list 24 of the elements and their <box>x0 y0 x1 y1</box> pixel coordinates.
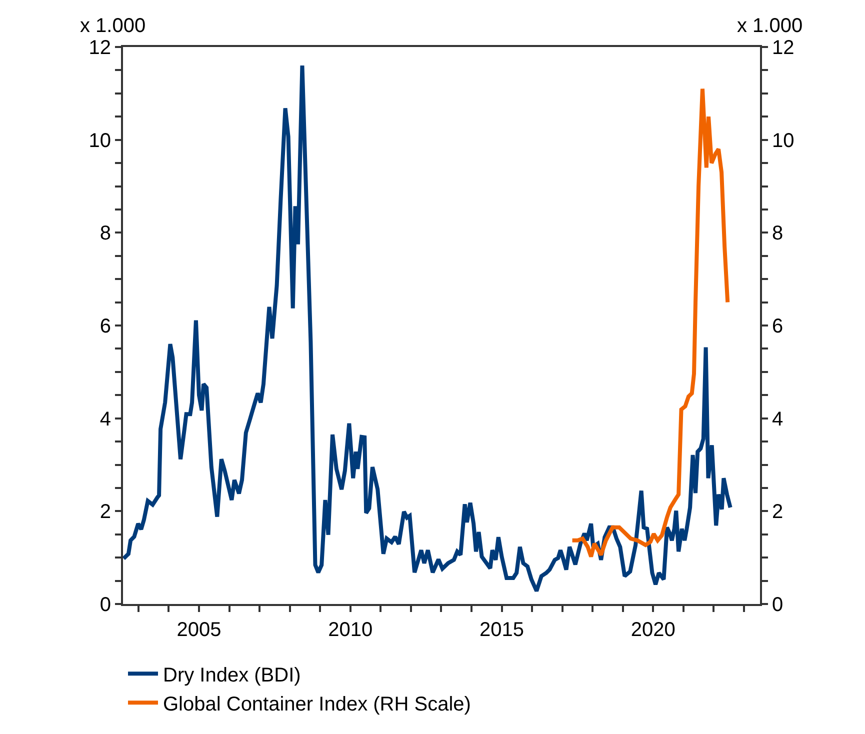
x-tick-label: 2020 <box>630 619 676 641</box>
text: x 1.000 <box>737 15 803 37</box>
y2-tick-label: 12 <box>772 37 794 59</box>
line-series <box>570 86 730 559</box>
y-tick-label: 10 <box>88 130 111 152</box>
legend-label: Global Container Index (RH Scale) <box>163 693 471 716</box>
y2-tick-label: 8 <box>772 222 784 245</box>
y2-tick-label: 4 <box>772 408 784 430</box>
text: x 1.000 <box>80 15 146 37</box>
x-tick-label: 2015 <box>480 619 524 641</box>
y2-tick-label: 6 <box>772 316 784 338</box>
y2-tick-label: 0 <box>772 594 784 616</box>
y-tick-label: 12 <box>88 37 111 59</box>
line-series <box>123 64 732 593</box>
y2-tick-label: 10 <box>772 130 794 152</box>
legend-label: Dry Index (BDI) <box>163 664 301 686</box>
y-tick-label: 2 <box>100 501 111 524</box>
y-tick-label: 6 <box>100 316 111 338</box>
y2-tick-label: 2 <box>772 501 784 524</box>
y-tick-label: 4 <box>100 408 111 430</box>
y-tick-label: 0 <box>100 594 111 616</box>
x-tick-label: 2005 <box>176 619 222 641</box>
y-tick-label: 8 <box>100 222 111 245</box>
x-tick-label: 2010 <box>328 619 373 641</box>
